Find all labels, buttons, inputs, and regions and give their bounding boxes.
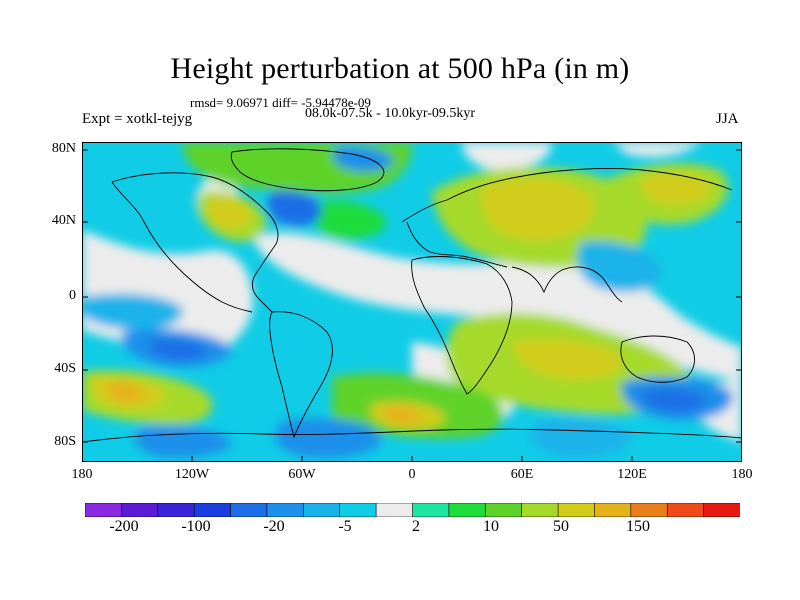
season-label: JJA <box>716 111 739 127</box>
x-tick-label: 120E <box>617 467 647 482</box>
colorbar-swatch <box>230 503 268 517</box>
colorbar-label: -20 <box>263 518 285 535</box>
y-tick-label: 0 <box>69 288 76 303</box>
y-tick-label: 40S <box>54 361 76 376</box>
colorbar-swatch <box>594 503 632 517</box>
x-tick-label: 0 <box>408 467 416 482</box>
colorbar <box>85 503 740 517</box>
colorbar-swatch <box>412 503 450 517</box>
colorbar-swatch <box>375 503 414 517</box>
colorbar-swatch <box>703 503 740 517</box>
colorbar-label: 150 <box>626 518 650 535</box>
colorbar-swatch <box>266 503 304 517</box>
colorbar-swatch <box>193 503 232 517</box>
colorbar-swatch <box>521 503 559 517</box>
y-tick-label: 80N <box>51 141 76 156</box>
colorbar-swatch <box>121 503 159 517</box>
colorbar-label: -5 <box>338 518 352 535</box>
colorbar-swatch <box>339 503 377 517</box>
period-line: 08.0k-07.5k - 10.0kyr-09.5kyr <box>305 106 476 121</box>
colorbar-swatch <box>484 503 523 517</box>
colorbar-swatch <box>85 503 122 517</box>
colorbar-label: 10 <box>483 518 499 535</box>
stats-line: rmsd= 9.06971 diff= -5.94478e-09 <box>190 95 371 110</box>
colorbar-swatch <box>666 503 705 517</box>
contour-map <box>82 142 742 462</box>
x-tick-label: 60E <box>510 467 534 482</box>
colorbar-swatch <box>448 503 486 517</box>
plot-title: Height perturbation at 500 hPa (in m) <box>170 52 630 85</box>
x-tick-label: 180 <box>71 467 93 482</box>
colorbar-label: -200 <box>109 518 139 535</box>
colorbar-label: 2 <box>412 518 420 535</box>
x-tick-label: 120W <box>174 467 210 482</box>
colorbar-label: -100 <box>181 518 211 535</box>
coastlines <box>82 148 742 443</box>
colorbar-swatch <box>303 503 341 517</box>
y-tick-label: 80S <box>54 434 76 449</box>
colorbar-swatch <box>157 503 195 517</box>
y-tick-label: 40N <box>51 213 76 228</box>
tick-marks <box>82 149 742 462</box>
colorbar-swatch <box>630 503 668 517</box>
experiment-label: Expt = xotkl-tejyg <box>82 111 193 127</box>
colorbar-label: 50 <box>553 518 569 535</box>
colorbar-swatch <box>557 503 596 517</box>
x-tick-label: 180 <box>731 467 753 482</box>
contour-fields <box>82 142 742 458</box>
x-tick-label: 60W <box>288 467 316 482</box>
